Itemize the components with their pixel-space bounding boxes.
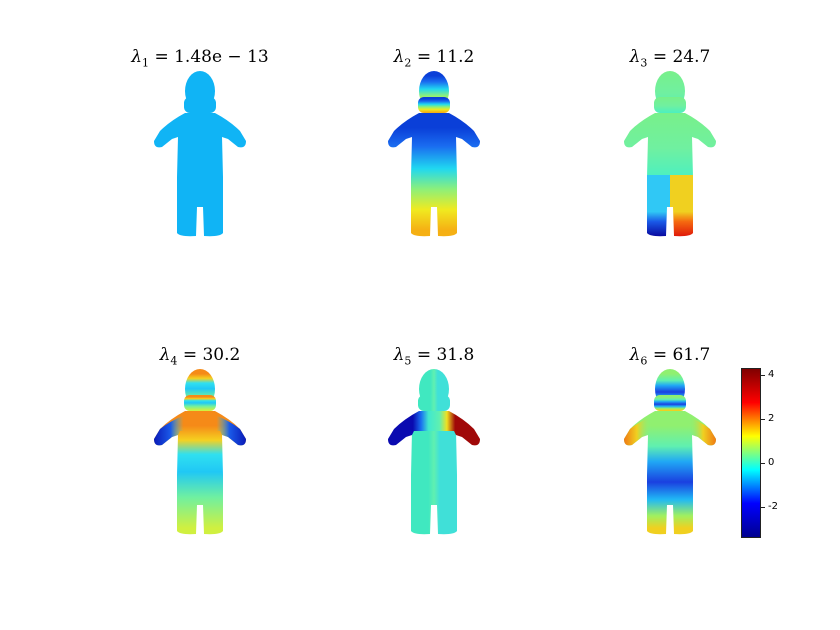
panel-title: λ2 = 11.2	[393, 47, 475, 70]
figure-body	[154, 71, 246, 237]
eigenvalue-symbol: λ	[629, 345, 641, 365]
eigenvalue-symbol: λ	[159, 345, 171, 365]
colorbar-tick-label: -2	[768, 501, 778, 512]
eigenfunction-panel-6: λ6 = 61.7	[570, 345, 770, 545]
panel-title: λ4 = 30.2	[159, 345, 241, 368]
eigenvalue-value: 31.8	[436, 345, 475, 365]
eigenfunction-panel-2: λ2 = 11.2	[334, 47, 534, 247]
eigenfunction-panel-4: λ4 = 30.2	[100, 345, 300, 545]
eigenvalue-value: 61.7	[672, 345, 711, 365]
eigenvalue-index: 2	[404, 56, 412, 70]
colorbar-tickmark	[761, 419, 765, 420]
eigenvalue-index: 3	[640, 56, 648, 70]
eigenvalue-value: 24.7	[672, 47, 711, 67]
eigenvalue-value: 30.2	[202, 345, 241, 365]
eigenvalue-index: 1	[142, 56, 150, 70]
eigenfunction-panel-1: λ1 = 1.48e − 13	[100, 47, 300, 247]
figure-body	[388, 71, 480, 237]
figure-mesh	[388, 71, 480, 237]
colorbar-tickmark	[761, 375, 765, 376]
figure-body	[154, 369, 246, 535]
eigenvalue-index: 5	[404, 354, 412, 368]
eigenvalue-index: 4	[170, 354, 178, 368]
figure-mesh	[154, 71, 246, 237]
colorbar-tickmark	[761, 507, 765, 508]
figure-mesh	[624, 369, 716, 535]
eigenfunction-panel-5: λ5 = 31.8	[334, 345, 534, 545]
panel-title: λ3 = 24.7	[629, 47, 711, 70]
eigenvalue-value: 1.48e − 13	[174, 47, 269, 67]
colorbar-tick-label: 0	[768, 457, 775, 468]
figure-mesh	[154, 369, 246, 535]
colorbar-tick-label: 4	[768, 369, 775, 380]
eigenfunction-panel-3: λ3 = 24.7	[570, 47, 770, 247]
panel-title: λ5 = 31.8	[393, 345, 475, 368]
panel-title: λ1 = 1.48e − 13	[131, 47, 269, 70]
colorbar-gradient	[742, 369, 760, 537]
colorbar-tick-label: 2	[768, 413, 775, 424]
eigenvalue-symbol: λ	[393, 47, 405, 67]
figure-body	[388, 369, 480, 535]
colorbar	[741, 368, 761, 538]
eigenvalue-symbol: λ	[393, 345, 405, 365]
figure-mesh	[624, 71, 716, 237]
figure-body	[624, 369, 716, 535]
figure-mesh	[388, 369, 480, 535]
panel-title: λ6 = 61.7	[629, 345, 711, 368]
figure-body	[624, 71, 716, 237]
eigenvalue-index: 6	[640, 354, 648, 368]
eigenvalue-value: 11.2	[436, 47, 475, 67]
eigenvalue-symbol: λ	[629, 47, 641, 67]
colorbar-tickmark	[761, 463, 765, 464]
eigenvalue-symbol: λ	[131, 47, 143, 67]
